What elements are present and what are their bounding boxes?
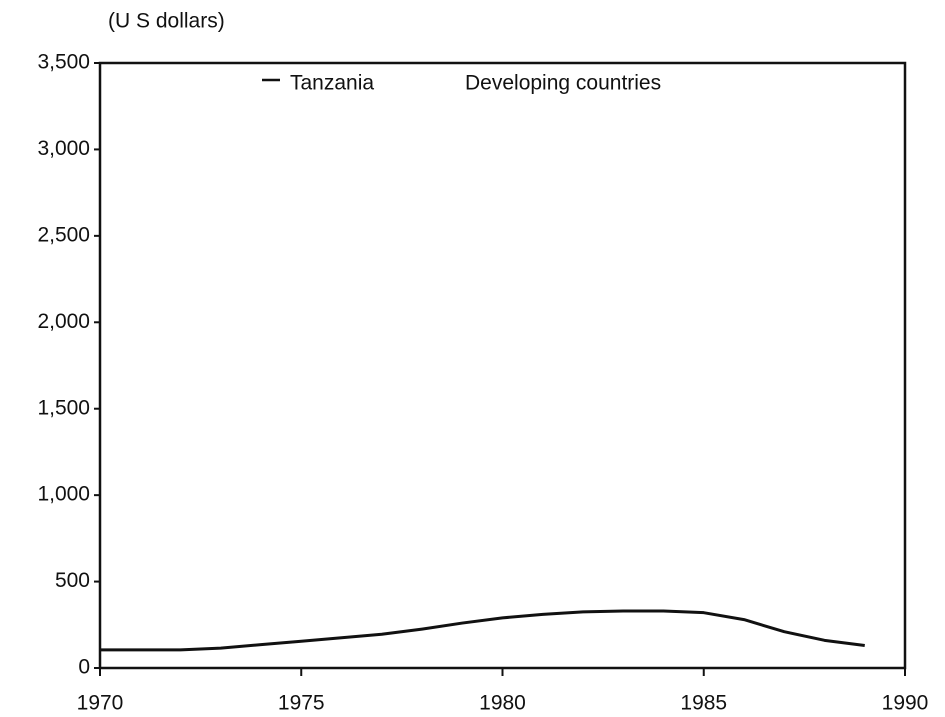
x-tick-label: 1990	[882, 692, 929, 715]
y-tick-label: 500	[55, 569, 90, 592]
plot-frame	[98, 61, 907, 670]
x-tick-label: 1975	[278, 692, 325, 715]
y-tick-label: 2,000	[37, 310, 90, 333]
x-tick-label: 1970	[77, 692, 124, 715]
x-tick-label: 1985	[680, 692, 727, 715]
y-tick-label: 3,500	[37, 51, 90, 74]
legend-label: Developing countries	[465, 72, 661, 95]
line-series	[100, 609, 865, 652]
y-tick-label: 2,500	[37, 223, 90, 246]
y-axis-label: (U S dollars)	[108, 10, 225, 33]
y-tick-label: 1,000	[37, 483, 90, 506]
legend-label: Tanzania	[290, 72, 374, 95]
x-tick-label: 1980	[479, 692, 526, 715]
y-tick-label: 0	[78, 656, 90, 679]
y-tick-label: 3,000	[37, 137, 90, 160]
y-tick-label: 1,500	[37, 396, 90, 419]
